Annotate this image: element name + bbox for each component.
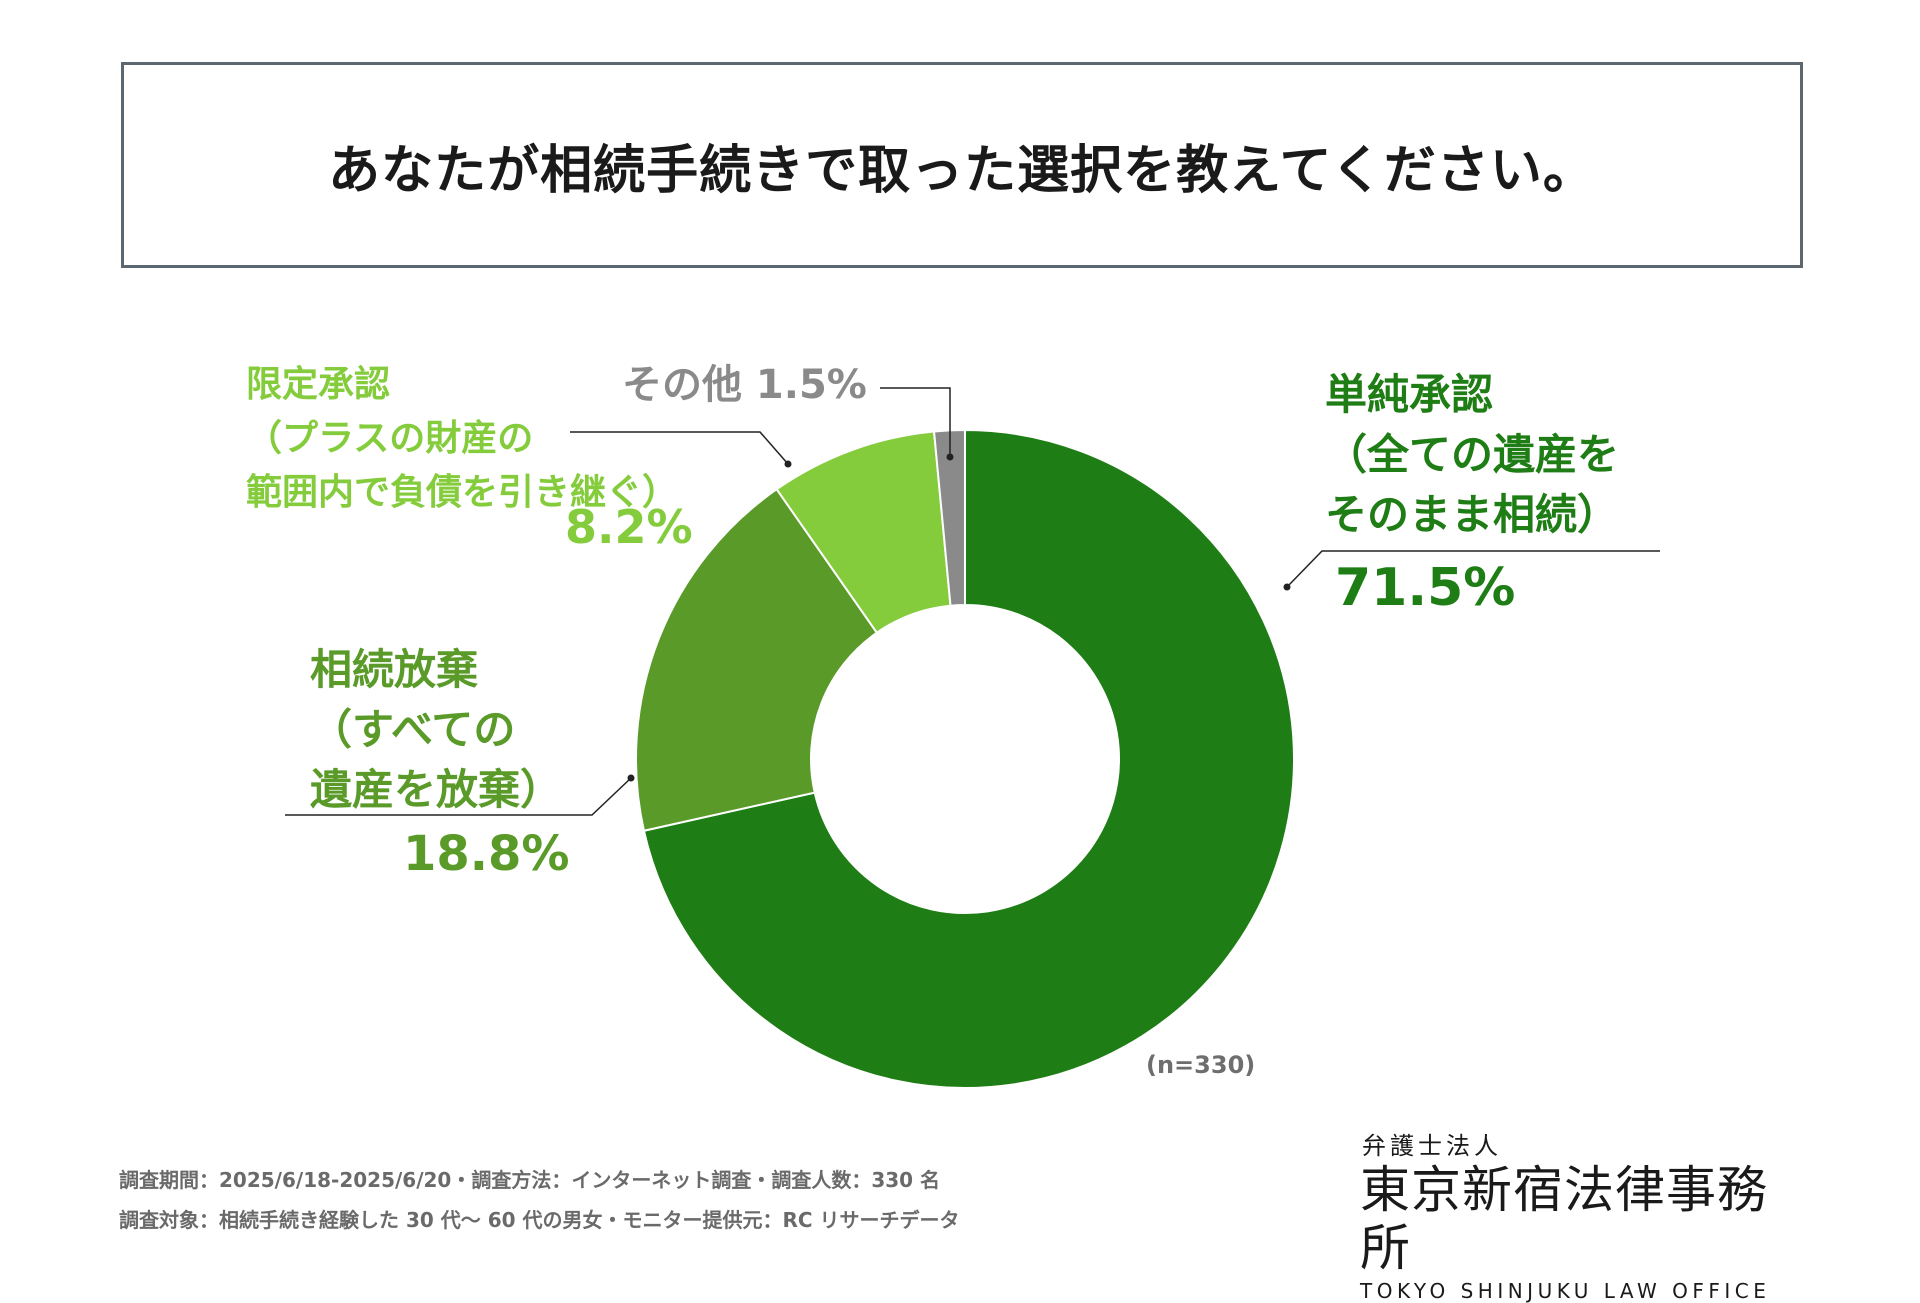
slice-houki: [635, 487, 879, 832]
firm-logo: 弁護士法人 東京新宿法律事務所 TOKYO SHINJUKU LAW OFFIC…: [1360, 1126, 1810, 1303]
slice-other: [932, 428, 966, 607]
label-gentei-line3: 範囲内で負債を引き継ぐ）: [246, 472, 679, 513]
percent-gentei: 8.2%: [565, 500, 693, 554]
footer-survey-period: 調査期間：2025/6/18-2025/6/20・調査方法：インターネット調査・…: [119, 1168, 941, 1192]
title-box: あなたが相続手続きで取った選択を教えてください。: [121, 62, 1803, 268]
leader-lines: [285, 387, 1660, 816]
label-gentei-line2: （プラスの財産の: [246, 418, 534, 459]
label-gentei-line1: 限定承認: [246, 364, 391, 405]
leader-dot-other: [946, 453, 954, 461]
label-tanjun-line3: そのまま相続）: [1325, 490, 1620, 539]
slice-tanjun: [642, 428, 1295, 1089]
percent-houki: 18.8%: [403, 826, 570, 882]
leader-dot-gentei: [784, 460, 792, 468]
donut-slices: [635, 428, 1295, 1089]
footer-survey-target: 調査対象：相続手続き経験した 30 代～ 60 代の男女・モニター提供元：RC …: [119, 1208, 960, 1232]
logo-english: TOKYO SHINJUKU LAW OFFICE: [1360, 1279, 1771, 1303]
label-tanjun-line1: 単純承認: [1325, 370, 1494, 419]
leader-dot-houki: [627, 774, 635, 782]
label-houki-line3: 遺産を放棄）: [310, 765, 563, 814]
label-tanjun: 単純承認 （全ての遺産を そのまま相続）: [1325, 365, 1619, 545]
leader-dot-tanjun: [1283, 583, 1291, 591]
leader-line-gentei: [570, 431, 789, 465]
leader-line-other: [880, 387, 951, 457]
label-other-line1: その他 1.5%: [622, 362, 867, 408]
label-other: その他 1.5%: [622, 358, 867, 412]
chart-title: あなたが相続手続きで取った選択を教えてください。: [328, 140, 1596, 201]
label-houki-line2: （すべての: [310, 705, 516, 754]
leader-line-tanjun: [1286, 550, 1660, 588]
label-gentei: 限定承認 （プラスの財産の 範囲内で負債を引き継ぐ）: [246, 358, 678, 520]
percent-tanjun: 71.5%: [1335, 558, 1516, 618]
logo-name: 東京新宿法律事務所: [1360, 1161, 1768, 1277]
logo-subtitle: 弁護士法人: [1362, 1132, 1502, 1160]
label-houki-line1: 相続放棄: [310, 645, 479, 694]
label-tanjun-line2: （全ての遺産を: [1325, 430, 1620, 479]
leader-line-houki: [285, 777, 632, 816]
label-houki: 相続放棄 （すべての 遺産を放棄）: [310, 640, 562, 820]
sample-size-note: (n=330): [1146, 1051, 1256, 1079]
